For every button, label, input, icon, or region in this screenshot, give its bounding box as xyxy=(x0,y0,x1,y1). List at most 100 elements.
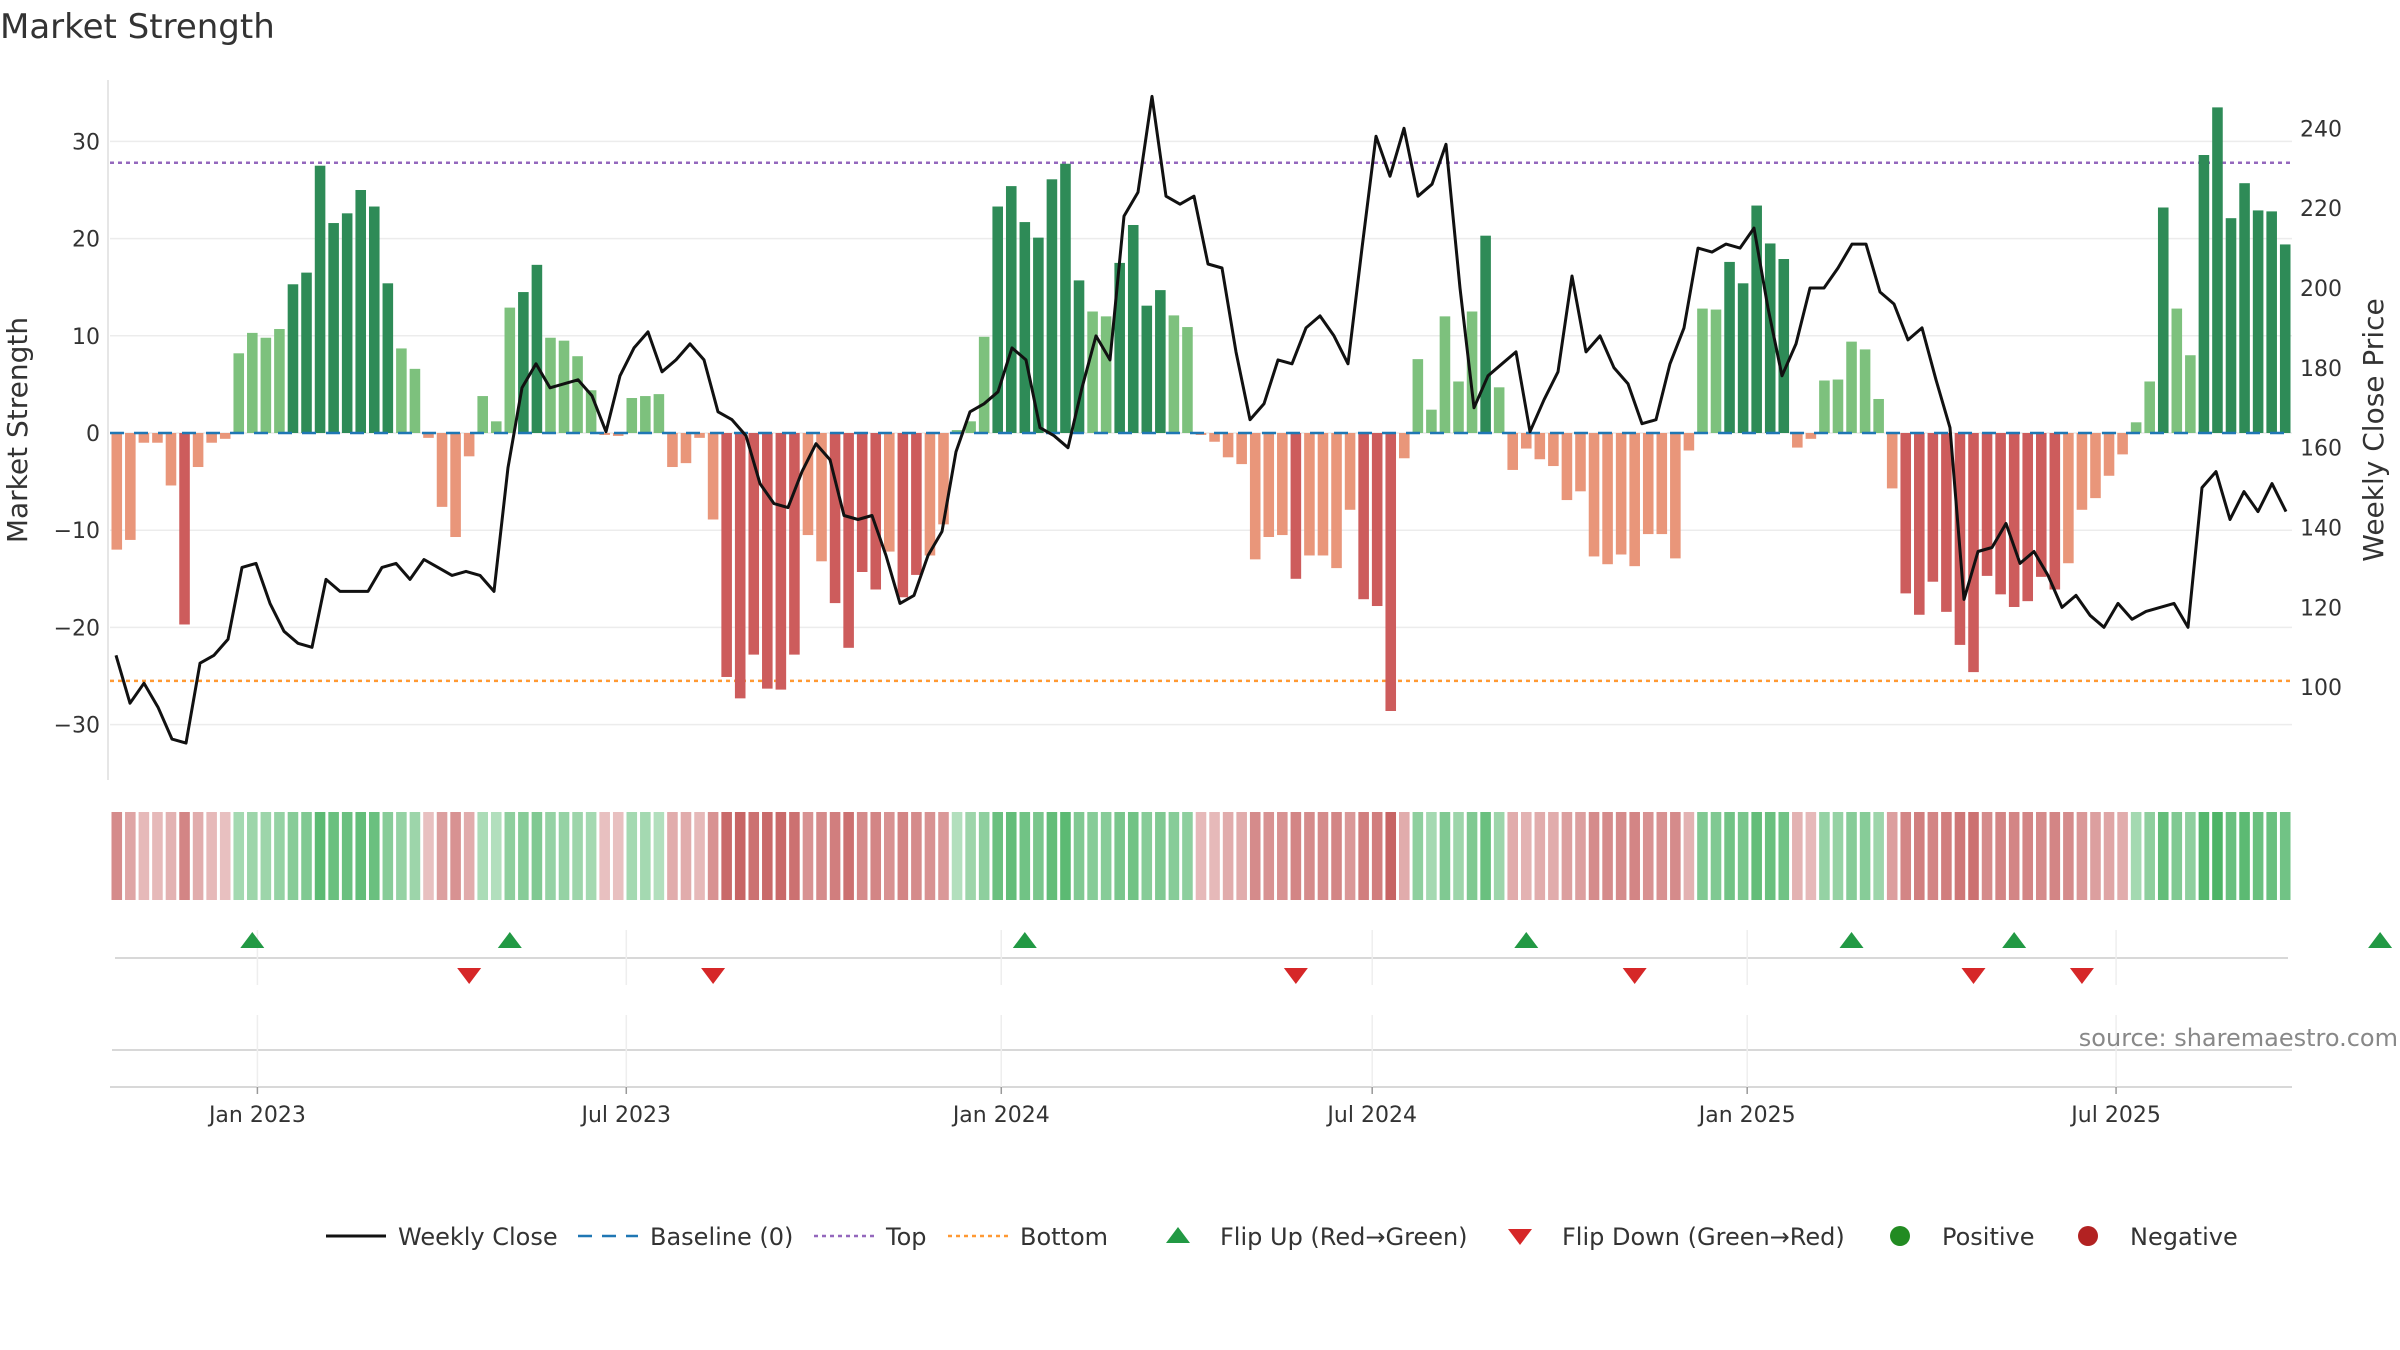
strength-bar xyxy=(396,348,407,433)
strength-bar xyxy=(1764,243,1776,433)
heat-cell xyxy=(558,812,570,900)
heat-cell xyxy=(1886,812,1898,900)
heat-cell xyxy=(233,812,245,900)
heat-cell xyxy=(504,812,516,900)
strength-bar xyxy=(1412,359,1424,433)
y2-tick-label: 220 xyxy=(2300,197,2342,222)
strength-bar xyxy=(762,433,773,689)
legend-swatch xyxy=(2078,1226,2098,1246)
heat-cell xyxy=(2035,812,2047,900)
strength-bar xyxy=(1317,433,1329,556)
strength-bar xyxy=(2185,355,2196,433)
y-axis-label: Market Strength xyxy=(1,317,34,543)
heat-cell xyxy=(531,812,543,900)
heat-cell xyxy=(1507,812,1518,900)
strength-bar xyxy=(1548,433,1559,467)
heat-cell xyxy=(1358,812,1369,900)
strength-bar xyxy=(260,337,272,433)
flip-up-marker xyxy=(2002,932,2027,948)
strength-bar xyxy=(721,433,732,677)
heat-cell xyxy=(179,812,190,900)
x-tick-label: Jul 2025 xyxy=(2069,1103,2161,1128)
strength-bar xyxy=(1670,433,1681,559)
strength-bar xyxy=(206,433,217,443)
heat-cell xyxy=(152,812,163,900)
strength-heat-strip xyxy=(111,812,2291,900)
strength-bar xyxy=(1385,433,1397,711)
strength-bar xyxy=(1914,433,1925,615)
strength-bar xyxy=(1426,409,1437,433)
strength-bar xyxy=(1615,433,1627,555)
heat-cell xyxy=(2279,812,2291,900)
strength-bar xyxy=(382,283,394,433)
x-axis-ticks: Jan 2023 Jul 2023 Jan 2024 Jul 2024 Jan 2025… xyxy=(207,1087,2161,1128)
strength-bar xyxy=(1371,433,1383,607)
heat-cell xyxy=(1737,812,1749,900)
strength-bar xyxy=(640,396,651,433)
heat-cell xyxy=(396,812,407,900)
strength-bar xyxy=(653,394,665,433)
y-tick-label: −30 xyxy=(54,714,100,739)
strength-bar xyxy=(1087,311,1098,433)
strength-bar xyxy=(219,433,231,439)
weekly-close-line xyxy=(114,94,2288,745)
strength-bar xyxy=(1222,433,1234,458)
strength-bars xyxy=(111,107,2291,711)
strength-bar xyxy=(1968,433,1979,673)
heat-cell xyxy=(1941,812,1952,900)
heat-cell xyxy=(2103,812,2115,900)
heat-cell xyxy=(328,812,339,900)
strength-bar xyxy=(2144,381,2155,433)
heat-cell xyxy=(1927,812,1939,900)
heat-cell xyxy=(775,812,787,900)
strength-bar xyxy=(1033,237,1044,433)
strength-bar xyxy=(1900,433,1912,594)
legend-label: Positive xyxy=(1942,1223,2035,1251)
heat-cell xyxy=(1304,812,1315,900)
heat-cell xyxy=(463,812,475,900)
flip-up-marker xyxy=(2368,932,2393,948)
heat-cell xyxy=(1277,812,1288,900)
y-tick-label: −20 xyxy=(54,616,100,641)
legend-label: Flip Down (Green→Red) xyxy=(1562,1223,1845,1251)
strength-bar xyxy=(2090,433,2101,499)
strength-bar xyxy=(911,433,922,575)
heat-cell xyxy=(2130,812,2142,900)
legend-item-flip-up: Flip Up (Red→Green) xyxy=(1166,1223,1468,1251)
strength-bar xyxy=(2225,218,2237,433)
strength-bar xyxy=(1100,316,1112,433)
heat-cell xyxy=(965,812,976,900)
heat-cell xyxy=(165,812,177,900)
strength-bar xyxy=(1859,349,1871,433)
heat-cell xyxy=(1263,812,1275,900)
flip-up-marker xyxy=(1514,932,1539,948)
strength-bar xyxy=(1724,261,1735,433)
legend-label: Weekly Close xyxy=(398,1223,558,1251)
heat-cell xyxy=(1222,812,1234,900)
legend-item-negative: Negative xyxy=(2078,1223,2238,1251)
heat-cell xyxy=(978,812,990,900)
heat-cell xyxy=(1670,812,1681,900)
strength-bar xyxy=(1575,433,1586,492)
strength-bar xyxy=(599,433,610,435)
strength-bar xyxy=(2252,210,2264,433)
strength-bar xyxy=(1073,280,1085,433)
heat-cell xyxy=(1385,812,1397,900)
heat-cell xyxy=(1534,812,1546,900)
strength-bar xyxy=(1737,283,1749,433)
heat-cell xyxy=(192,812,204,900)
strength-bar xyxy=(518,292,529,433)
strength-bar xyxy=(938,433,949,525)
heat-cell xyxy=(1426,812,1437,900)
strength-bar xyxy=(612,433,624,436)
strength-bar xyxy=(1168,315,1180,433)
strength-bar xyxy=(572,356,583,433)
heat-cell xyxy=(382,812,394,900)
legend-label: Top xyxy=(885,1223,927,1251)
heat-cell xyxy=(287,812,299,900)
strength-bar xyxy=(1493,387,1505,433)
heat-cell xyxy=(247,812,258,900)
strength-bar xyxy=(1819,380,1830,433)
strength-bar xyxy=(965,421,976,433)
strength-bar xyxy=(1995,433,2006,595)
